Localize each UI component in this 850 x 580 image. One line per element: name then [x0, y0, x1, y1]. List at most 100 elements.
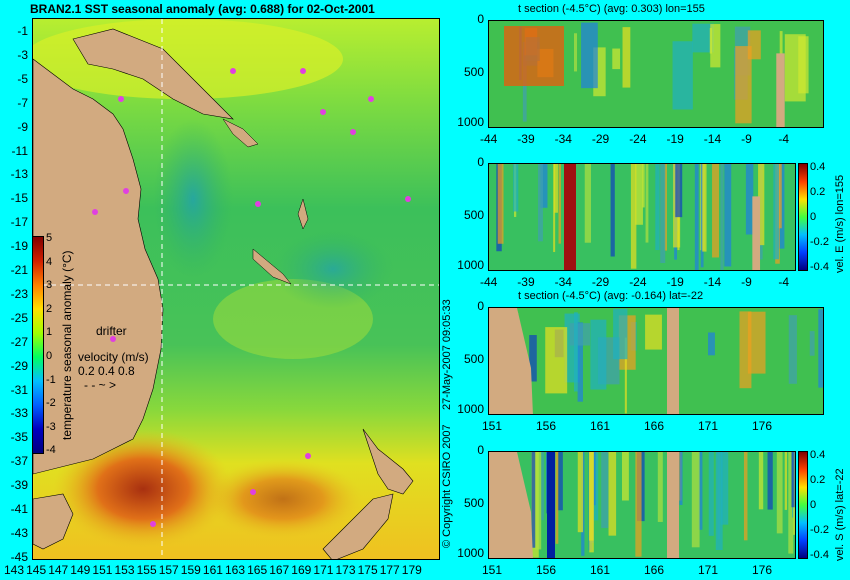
section-cell [581, 22, 598, 89]
section-cell [538, 164, 543, 242]
section-colorbar-tick: 0 [810, 211, 817, 223]
sst-map-svg [33, 19, 439, 559]
section-x-tick: -4 [778, 132, 790, 146]
section-cell [784, 34, 806, 102]
lat-tick-label: -17 [10, 215, 28, 230]
drifter-marker[interactable] [250, 489, 256, 495]
section-cell [758, 452, 764, 510]
section-cell [739, 311, 752, 389]
lat-tick-label: -39 [10, 478, 28, 493]
drifter-marker[interactable] [305, 453, 311, 459]
section-cell [779, 31, 783, 75]
lat-tick-label: -33 [10, 406, 28, 421]
lat-tick-label: -9 [17, 119, 28, 134]
solomon-islands-land [222, 118, 259, 148]
drifter-marker[interactable] [118, 96, 124, 102]
section-cell [679, 452, 683, 506]
drifter-marker[interactable] [255, 201, 261, 207]
section-cell [698, 452, 703, 530]
drifter-marker[interactable] [368, 96, 374, 102]
section-colorbar-tick: -0.4 [810, 549, 829, 561]
sst-map[interactable] [32, 18, 440, 560]
section-cell [809, 331, 815, 356]
section-cell [655, 164, 660, 251]
drifter-legend-marker [110, 336, 116, 342]
drifter-marker[interactable] [230, 68, 236, 74]
section-x-tick: 166 [644, 419, 665, 433]
section-x-tick: -34 [554, 132, 572, 146]
australia-land [33, 58, 164, 475]
section-x-tick: 166 [644, 563, 665, 577]
section-y-tick: 1000 [457, 115, 484, 129]
section-cell [584, 164, 591, 243]
section-x-tick: -39 [517, 275, 535, 289]
tasmania-land [33, 493, 74, 550]
map-colorbar-tick: 4 [46, 255, 53, 268]
drifter-marker[interactable] [92, 209, 98, 215]
section-title-t-lat: t section (-4.5°C) (avg: -0.164) lat=-22 [518, 290, 704, 302]
section-cell [700, 164, 704, 268]
lat-tick-label: -41 [10, 502, 28, 516]
lat-tick-label: -21 [10, 263, 28, 277]
section-cell [712, 164, 719, 258]
section-colorbar-tick: -0.2 [810, 236, 829, 248]
lon-tick-label: 171 [313, 563, 334, 577]
lon-tick-label: 169 [291, 563, 312, 577]
section-cell [541, 452, 544, 521]
section-y-tick: 1000 [457, 546, 484, 560]
drifter-marker[interactable] [320, 109, 326, 115]
lat-tick-label: -23 [10, 286, 28, 301]
section-x-tick: 151 [482, 419, 503, 433]
section-cell [635, 164, 643, 225]
lon-tick-label: 173 [335, 563, 356, 577]
section-cell [534, 452, 542, 550]
section-cell [554, 164, 558, 213]
map-colorbar-tick: -4 [46, 444, 56, 457]
lon-tick-label: 143 [4, 563, 25, 577]
section-x-tick: 151 [482, 563, 503, 577]
section-colorbar [798, 163, 808, 271]
section-cell [720, 452, 729, 525]
section-panel-t-lat[interactable] [488, 307, 824, 415]
section-y-tick: 0 [477, 155, 484, 169]
lat-tick-label: -45 [10, 549, 28, 564]
velocity-arrows: - - ~ > [84, 378, 117, 392]
section-cell [622, 27, 631, 88]
new-guinea-land [72, 28, 234, 120]
drifter-marker[interactable] [300, 68, 306, 74]
section-cell [745, 164, 754, 235]
lon-tick-label: 159 [180, 563, 201, 577]
lon-tick-label: 145 [26, 563, 47, 577]
lon-tick-label: 147 [48, 563, 69, 577]
section-hot-core [504, 26, 564, 86]
section-cell [776, 452, 783, 534]
section-cell [702, 164, 707, 252]
lon-tick-label: 165 [247, 563, 268, 577]
drifter-marker[interactable] [150, 521, 156, 527]
section-panel-t-lon[interactable] [488, 20, 824, 128]
lat-tick-label: -37 [10, 454, 28, 469]
drifter-marker[interactable] [350, 129, 356, 135]
vanuatu-land [297, 198, 309, 230]
section-panel-v-lat[interactable] [488, 451, 796, 559]
section-heatmap-t-lat [489, 308, 823, 414]
lat-tick-label: -25 [10, 310, 28, 325]
section-cell [784, 452, 788, 510]
section-panel-v-lon[interactable] [488, 163, 796, 271]
section-x-tick: 176 [752, 563, 773, 577]
lat-tick-label: -3 [17, 47, 28, 62]
map-colorbar [32, 236, 44, 454]
section-x-tick: -24 [629, 275, 647, 289]
drifter-marker[interactable] [123, 188, 129, 194]
lat-tick-label: -15 [10, 191, 28, 206]
section-cell [767, 452, 773, 510]
section-x-tick: -19 [666, 275, 684, 289]
section-cell [735, 46, 752, 124]
section-cell [818, 309, 823, 388]
section-cell [715, 452, 723, 551]
section-cell [642, 164, 645, 208]
drifter-marker[interactable] [405, 196, 411, 202]
section-colorbar-tick: 0 [810, 499, 817, 511]
section-cell [574, 312, 578, 392]
lat-tick-label: -43 [10, 525, 28, 540]
